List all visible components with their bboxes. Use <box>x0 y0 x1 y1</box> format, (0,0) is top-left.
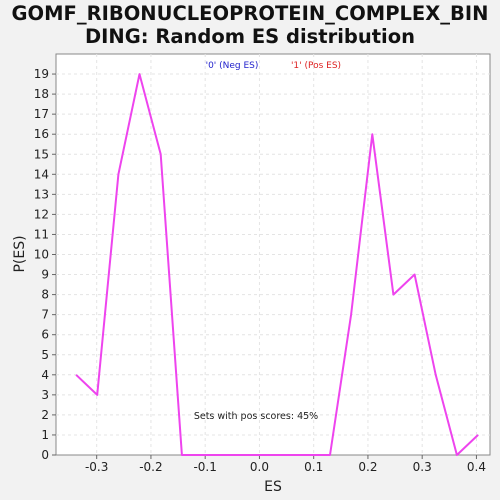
pos-scores-annotation: Sets with pos scores: 45% <box>194 411 318 422</box>
legend-neg-es: '0' (Neg ES) <box>206 61 259 71</box>
legend-pos-es: '1' (Pos ES) <box>291 61 341 71</box>
y-tick-label: 2 <box>41 408 49 422</box>
x-tick-label: -0.2 <box>139 460 162 474</box>
y-tick-label: 17 <box>34 107 49 121</box>
y-tick-label: 16 <box>34 127 49 141</box>
x-tick-label: -0.1 <box>193 460 216 474</box>
y-tick-label: 15 <box>34 147 49 161</box>
y-tick-label: 4 <box>41 368 49 382</box>
y-tick-label: 8 <box>41 288 49 302</box>
x-tick-label: -0.3 <box>85 460 108 474</box>
y-tick-label: 18 <box>34 87 49 101</box>
y-axis-title: P(ES) <box>12 235 28 272</box>
y-tick-label: 13 <box>34 187 49 201</box>
y-tick-label: 1 <box>41 428 49 442</box>
x-axis-title: ES <box>264 479 282 495</box>
y-tick-label: 3 <box>41 388 49 402</box>
x-tick-label: 0.1 <box>304 460 323 474</box>
y-tick-label: 12 <box>34 207 49 221</box>
x-tick-label: 0.4 <box>467 460 486 474</box>
series-line <box>75 73 479 456</box>
grid <box>56 54 490 455</box>
x-tick-label: 0.2 <box>358 460 377 474</box>
chart-title-line-2: DING: Random ES distribution <box>84 25 416 48</box>
y-tick-label: 5 <box>41 348 49 362</box>
y-tick-label: 9 <box>41 268 49 282</box>
x-tick-label: 0.0 <box>250 460 269 474</box>
chart-title-line-1: GOMF_RIBONUCLEOPROTEIN_COMPLEX_BIN <box>11 2 489 25</box>
y-tick-label: 14 <box>34 167 49 181</box>
chart-title: GOMF_RIBONUCLEOPROTEIN_COMPLEX_BIN DING:… <box>0 2 500 48</box>
y-tick-label: 7 <box>41 308 49 322</box>
y-tick-label: 0 <box>41 448 49 462</box>
series <box>75 73 479 456</box>
y-tick-label: 10 <box>34 248 49 262</box>
legend: '0' (Neg ES) '1' (Pos ES) <box>206 61 341 71</box>
y-tick-label: 19 <box>34 67 49 81</box>
x-tick-label: 0.3 <box>413 460 432 474</box>
y-tick-label: 6 <box>41 328 49 342</box>
y-tick-label: 11 <box>34 227 49 241</box>
